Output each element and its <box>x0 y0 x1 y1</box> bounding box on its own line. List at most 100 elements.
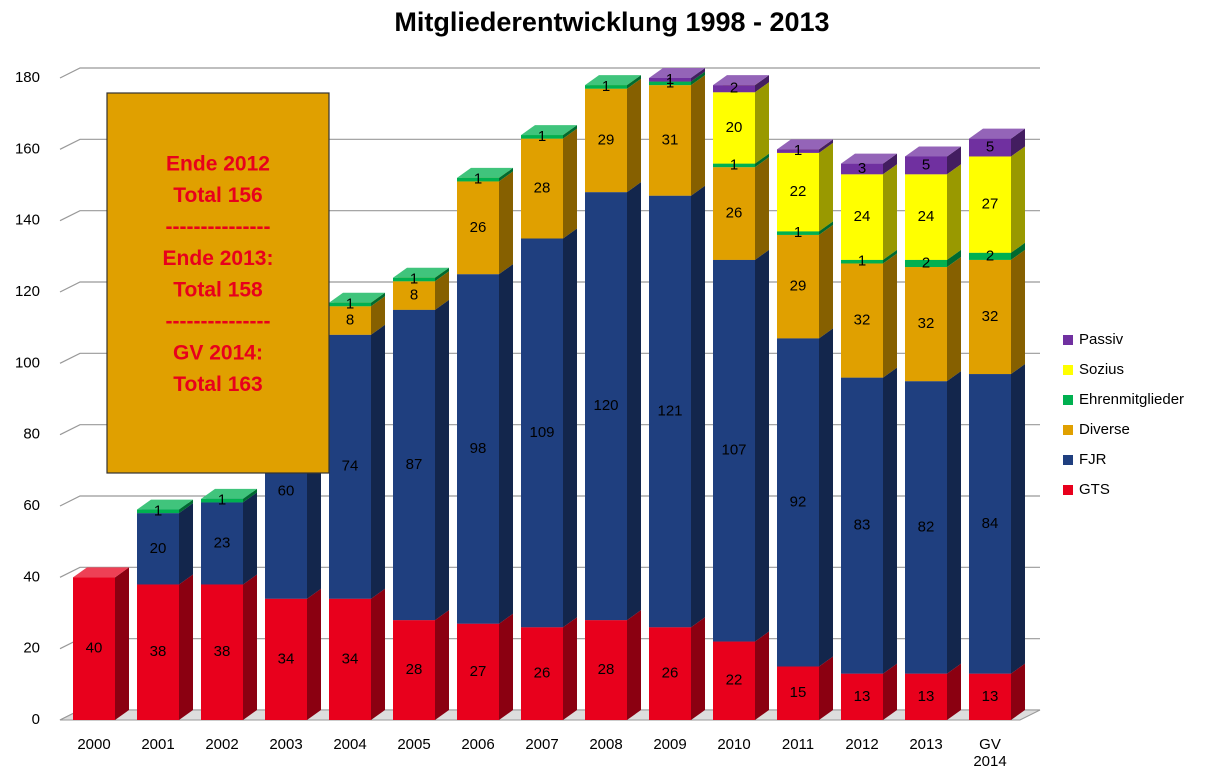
legend-swatch <box>1063 425 1073 435</box>
annotation-text: GV 2014: <box>173 342 263 365</box>
bar-side <box>947 257 961 382</box>
x-tick-label: 2002 <box>205 736 238 753</box>
value-label: 1 <box>218 492 226 509</box>
bar-side <box>755 75 769 93</box>
bar <box>713 641 755 720</box>
value-label: 15 <box>790 684 807 701</box>
value-label: 5 <box>922 156 930 173</box>
bar-side <box>755 157 769 260</box>
bar <box>969 673 1011 720</box>
bar-top <box>905 146 961 157</box>
legend-label: Sozius <box>1079 361 1124 378</box>
bar <box>649 81 691 86</box>
x-tick-label: 2012 <box>845 736 878 753</box>
legend-swatch <box>1063 365 1073 375</box>
value-label: 26 <box>726 205 743 222</box>
bar <box>521 627 563 720</box>
value-label: 20 <box>150 540 167 557</box>
value-label: 107 <box>721 442 746 459</box>
value-label: 60 <box>278 483 295 500</box>
bar-side <box>755 249 769 642</box>
bar-side <box>179 574 193 720</box>
value-label: 8 <box>346 312 354 329</box>
y-tick-label: 40 <box>23 568 40 585</box>
bar-top <box>393 267 449 278</box>
bar-side <box>179 499 193 514</box>
bar-side <box>819 224 833 339</box>
bar <box>713 167 755 260</box>
bar-side <box>691 68 705 82</box>
bar <box>649 627 691 720</box>
bar-side <box>691 185 705 628</box>
bar-side <box>371 588 385 720</box>
bar-top <box>585 75 641 86</box>
bar-side <box>819 139 833 153</box>
bar <box>201 584 243 720</box>
bar-side <box>883 253 897 378</box>
value-label: 27 <box>982 196 999 213</box>
value-label: 26 <box>534 665 551 682</box>
bar <box>713 92 755 164</box>
x-tick-label: 2000 <box>77 736 110 753</box>
bar-side <box>627 182 641 621</box>
y-tick-label: 60 <box>23 497 40 514</box>
bar-side <box>883 153 897 175</box>
value-label: 1 <box>730 156 738 173</box>
bar-side <box>563 125 577 139</box>
legend-label: Diverse <box>1079 421 1130 438</box>
bar-side <box>947 164 961 260</box>
bar <box>393 277 435 282</box>
chart-title: Mitgliederentwicklung 1998 - 2013 <box>394 7 829 37</box>
bar-side <box>1011 249 1025 375</box>
bar-side <box>819 221 833 235</box>
value-label: 40 <box>86 640 103 657</box>
bar <box>457 274 499 624</box>
bar-side <box>243 488 257 503</box>
bar-side <box>563 228 577 628</box>
value-label: 20 <box>726 119 743 136</box>
bar <box>585 192 627 621</box>
value-label: 1 <box>794 142 802 159</box>
bar <box>201 502 243 585</box>
value-label: 87 <box>406 456 423 473</box>
value-label: 28 <box>534 180 551 197</box>
legend-swatch <box>1063 455 1073 465</box>
bar-side <box>627 610 641 720</box>
value-label: 1 <box>346 295 354 312</box>
bar <box>201 498 243 503</box>
bar-side <box>499 613 513 720</box>
value-label: 109 <box>529 424 554 441</box>
bar <box>329 334 371 599</box>
y-tick-label: 0 <box>32 711 40 728</box>
x-tick-label: 2011 <box>782 736 814 753</box>
value-label: 1 <box>602 78 610 95</box>
value-label: 1 <box>538 128 546 145</box>
value-label: 38 <box>150 643 167 660</box>
bar-top <box>73 567 129 578</box>
bar <box>457 177 499 182</box>
annotation-text: Total 156 <box>173 184 262 207</box>
y-tick-label: 20 <box>23 640 40 657</box>
value-label: 22 <box>790 183 807 200</box>
bar <box>713 259 755 642</box>
bar-top <box>841 153 897 164</box>
bar-side <box>435 299 449 621</box>
bar <box>521 135 563 139</box>
bar <box>713 163 755 168</box>
value-label: 1 <box>410 270 418 287</box>
value-label: 24 <box>854 208 871 225</box>
x-tick-label: 2005 <box>397 736 430 753</box>
bar <box>841 377 883 674</box>
bar-side <box>883 367 897 674</box>
value-label: 13 <box>854 688 871 705</box>
bar <box>137 513 179 585</box>
bar <box>905 259 947 268</box>
bar <box>265 598 307 720</box>
bar-side <box>947 146 961 175</box>
bar-side <box>627 78 641 193</box>
value-label: 98 <box>470 440 487 457</box>
bar <box>777 152 819 232</box>
bar <box>969 259 1011 375</box>
value-label: 24 <box>918 208 935 225</box>
bar <box>969 156 1011 253</box>
